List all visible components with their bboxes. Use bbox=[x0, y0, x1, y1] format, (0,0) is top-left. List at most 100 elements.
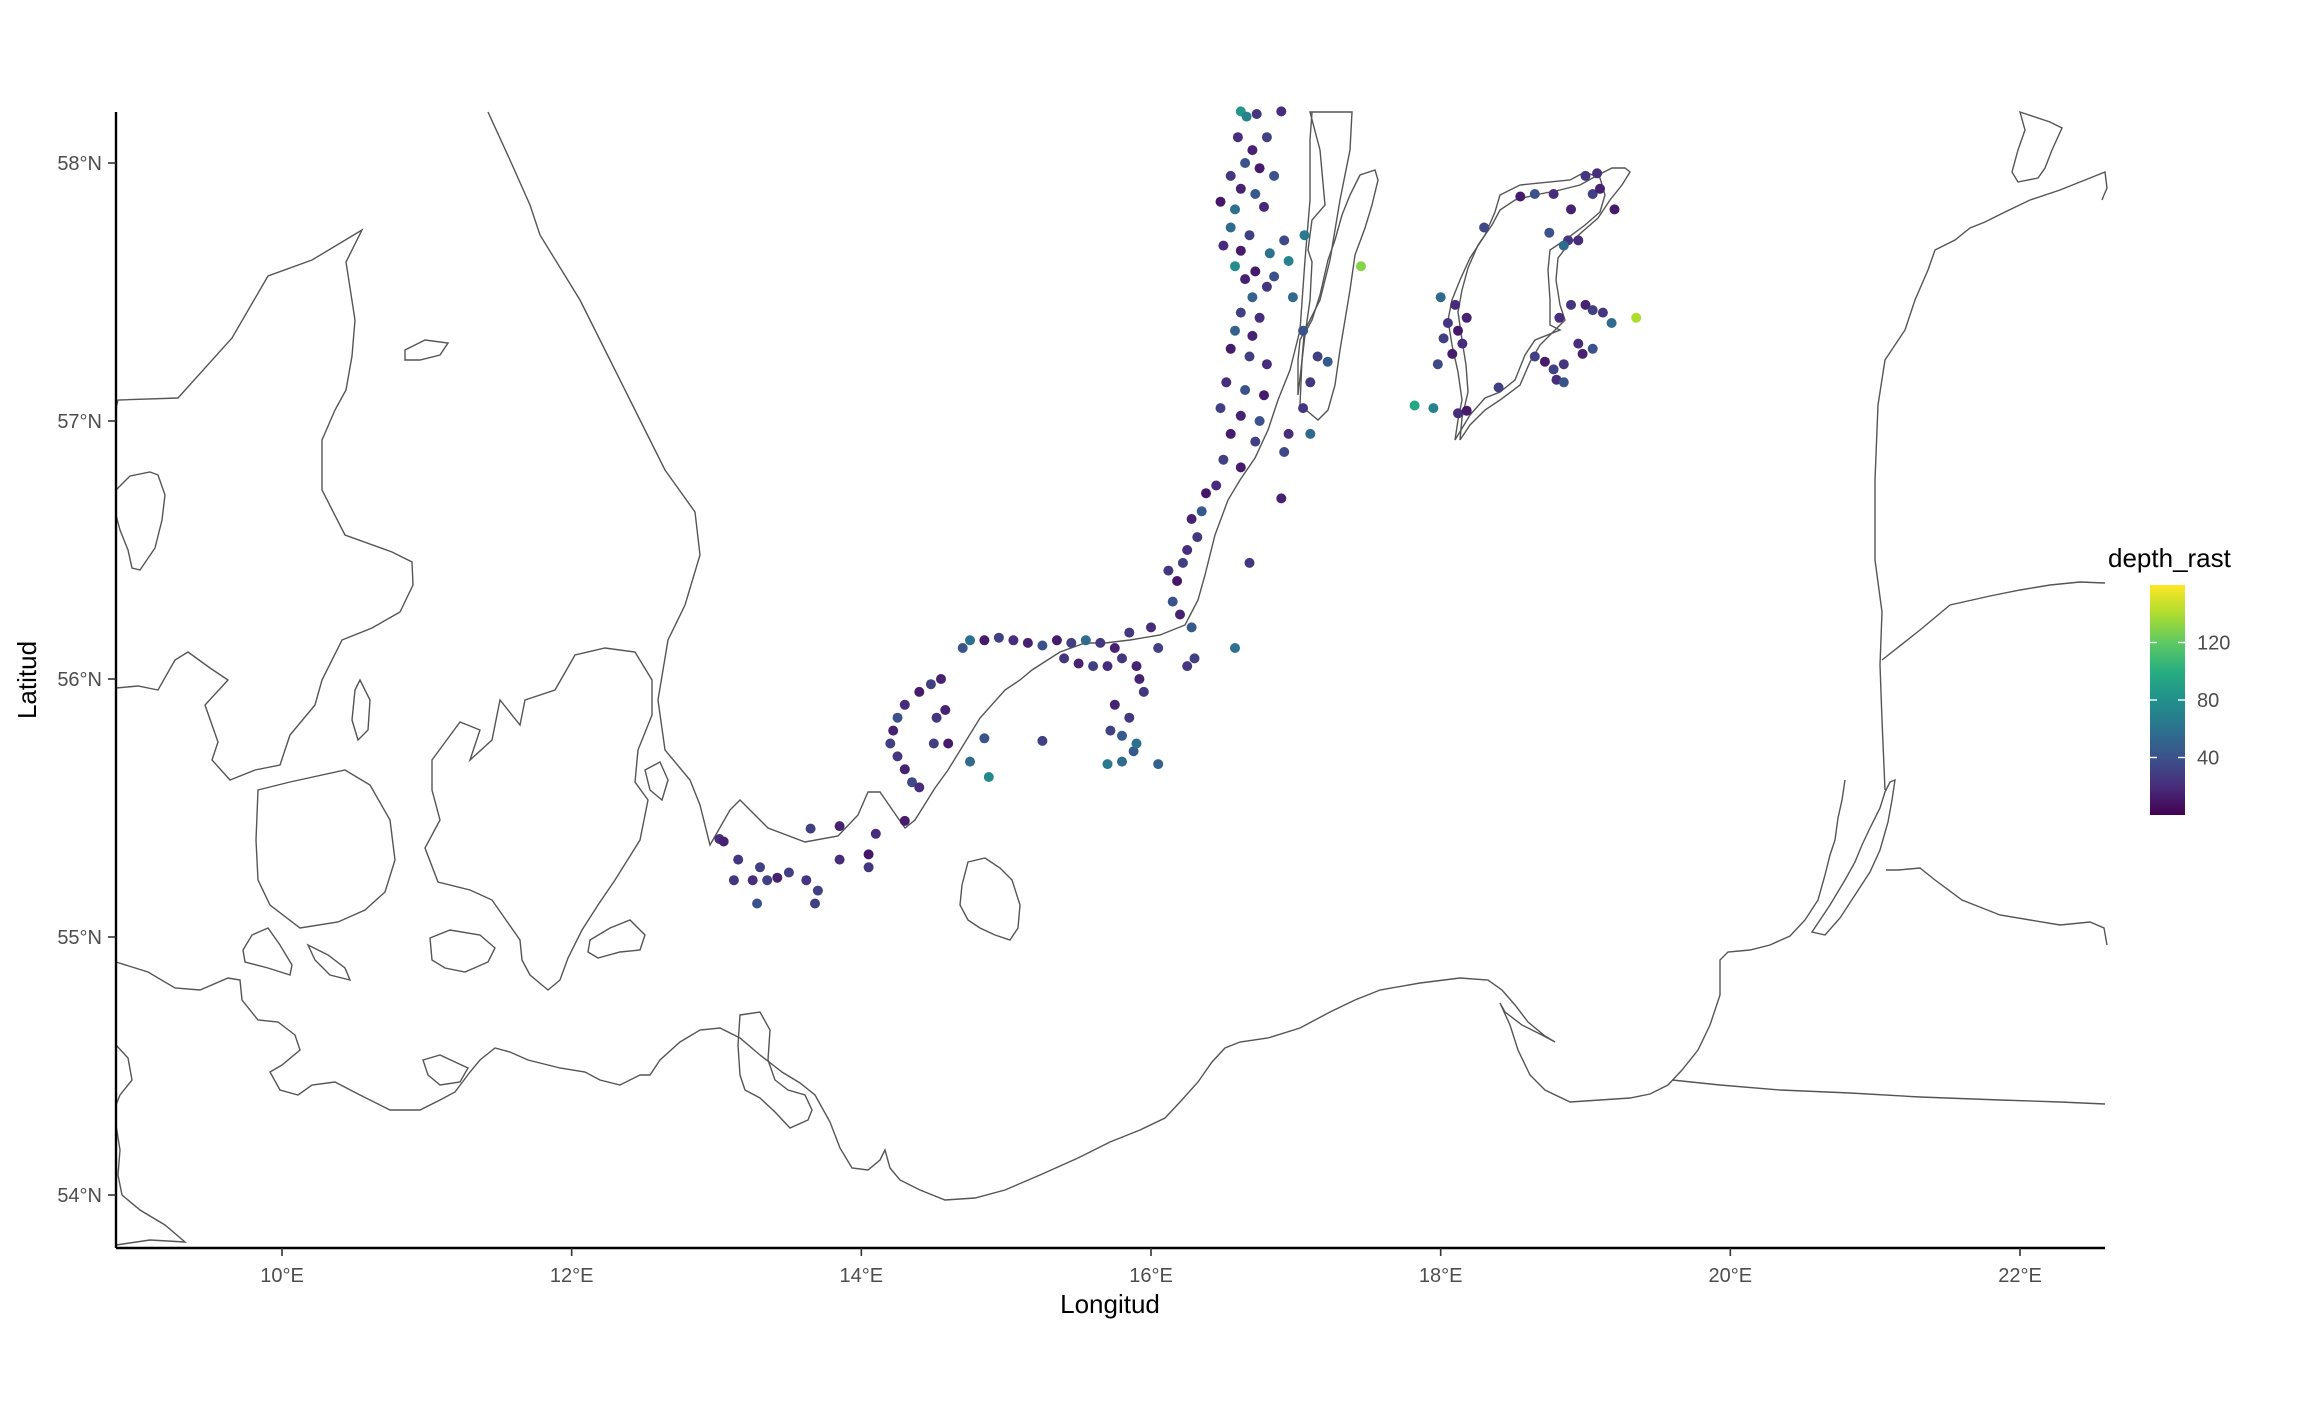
sample-point bbox=[1167, 596, 1178, 607]
sample-point bbox=[1558, 359, 1569, 370]
sample-point bbox=[943, 738, 954, 749]
sample-point bbox=[993, 632, 1004, 643]
sample-point bbox=[1299, 230, 1310, 241]
sample-point bbox=[907, 777, 917, 788]
sample-point bbox=[1428, 403, 1439, 414]
sample-point bbox=[1240, 274, 1251, 285]
sample-point bbox=[1095, 637, 1106, 648]
sample-point bbox=[863, 862, 874, 873]
sample-point bbox=[1283, 428, 1294, 439]
sample-point bbox=[1566, 299, 1576, 310]
x-tick-label: 22°E bbox=[1998, 1265, 2042, 1287]
sample-point bbox=[1631, 312, 1642, 323]
sample-point bbox=[1146, 622, 1156, 633]
sample-point bbox=[1261, 359, 1272, 370]
sample-point bbox=[1218, 454, 1229, 465]
x-ticks: 10°E 12°E 14°E 16°E 18°E 20°E 22°E bbox=[260, 1248, 2042, 1287]
sample-point bbox=[1186, 514, 1197, 524]
sample-point bbox=[1247, 292, 1258, 303]
sample-point bbox=[1177, 557, 1188, 568]
sample-point bbox=[931, 712, 942, 723]
y-tick-label: 56°N bbox=[57, 669, 102, 691]
sample-point bbox=[1218, 240, 1229, 251]
sample-point bbox=[1261, 132, 1272, 143]
sample-point bbox=[914, 782, 925, 793]
sample-point bbox=[1493, 382, 1504, 393]
sample-point bbox=[1244, 351, 1255, 362]
sample-point bbox=[1606, 318, 1617, 328]
sample-point bbox=[1312, 351, 1323, 362]
sample-point bbox=[1211, 480, 1222, 491]
sample-point bbox=[1102, 661, 1113, 672]
sample-point bbox=[1192, 532, 1203, 543]
legend-title: depth_rast bbox=[2108, 543, 2232, 573]
sample-point bbox=[1134, 674, 1145, 684]
x-tick-label: 12°E bbox=[550, 1265, 594, 1287]
sample-point bbox=[1580, 170, 1591, 181]
sample-point bbox=[1515, 191, 1526, 202]
sample-point bbox=[1322, 356, 1333, 367]
sample-point bbox=[752, 898, 763, 909]
sample-point bbox=[1264, 248, 1275, 259]
sample-point bbox=[1182, 661, 1193, 672]
sample-point bbox=[1109, 643, 1120, 653]
sample-point bbox=[1230, 204, 1240, 215]
x-tick-label: 14°E bbox=[840, 1265, 884, 1287]
sample-point bbox=[1066, 637, 1077, 648]
sample-point bbox=[1051, 635, 1062, 646]
sample-point bbox=[1153, 643, 1164, 653]
sample-point bbox=[1037, 735, 1048, 746]
sample-point bbox=[1235, 245, 1246, 256]
sample-point bbox=[1117, 756, 1127, 767]
sample-point bbox=[1461, 312, 1472, 323]
sample-point bbox=[1287, 292, 1298, 303]
sample-point bbox=[1250, 189, 1261, 199]
sample-point bbox=[1230, 643, 1240, 653]
sample-point bbox=[914, 686, 925, 697]
sample-point bbox=[1244, 230, 1255, 241]
sample-point bbox=[1215, 196, 1226, 207]
y-tick-label: 58°N bbox=[57, 153, 102, 175]
coastlines bbox=[115, 110, 2108, 1246]
sample-point bbox=[965, 756, 975, 767]
sample-point bbox=[1276, 106, 1287, 117]
sample-point bbox=[762, 875, 773, 886]
sample-point bbox=[834, 821, 845, 832]
sample-point bbox=[1529, 189, 1540, 199]
sample-point bbox=[1235, 410, 1246, 421]
sample-point bbox=[728, 875, 739, 886]
sample-point bbox=[1442, 318, 1453, 328]
sample-point bbox=[1235, 307, 1246, 318]
sample-point bbox=[1554, 312, 1565, 323]
sample-point bbox=[1131, 738, 1142, 749]
sample-point bbox=[834, 854, 845, 865]
sample-point bbox=[1457, 338, 1468, 349]
legend-ticks: 40 80 120 bbox=[2150, 633, 2230, 770]
sample-point bbox=[1172, 576, 1183, 586]
sample-point bbox=[885, 738, 896, 749]
sample-point bbox=[772, 872, 783, 883]
y-ticks: 54°N 55°N 56°N 57°N 58°N bbox=[57, 153, 116, 1207]
sample-point bbox=[1225, 428, 1236, 439]
sample-point bbox=[755, 862, 765, 873]
sample-point bbox=[1573, 235, 1584, 246]
axes: 10°E 12°E 14°E 16°E 18°E 20°E 22°E 54°N 55°N 56°… bbox=[57, 112, 2105, 1287]
sample-point bbox=[1215, 403, 1226, 414]
sample-point bbox=[1124, 627, 1135, 638]
x-tick-label: 10°E bbox=[260, 1265, 304, 1287]
sample-point bbox=[1131, 661, 1142, 672]
y-tick-label: 55°N bbox=[57, 927, 102, 949]
sample-point bbox=[899, 699, 910, 710]
y-axis-title: Latitud bbox=[12, 641, 42, 719]
sample-point bbox=[1548, 364, 1559, 375]
sample-point bbox=[1254, 416, 1265, 426]
sample-point bbox=[1305, 377, 1316, 388]
sample-point bbox=[812, 885, 823, 896]
sample-point bbox=[1124, 712, 1135, 723]
sample-point bbox=[1105, 725, 1116, 736]
sample-point bbox=[1479, 222, 1490, 233]
sample-point bbox=[1251, 109, 1262, 119]
sample-point bbox=[1276, 493, 1287, 504]
sample-point bbox=[1587, 189, 1598, 199]
